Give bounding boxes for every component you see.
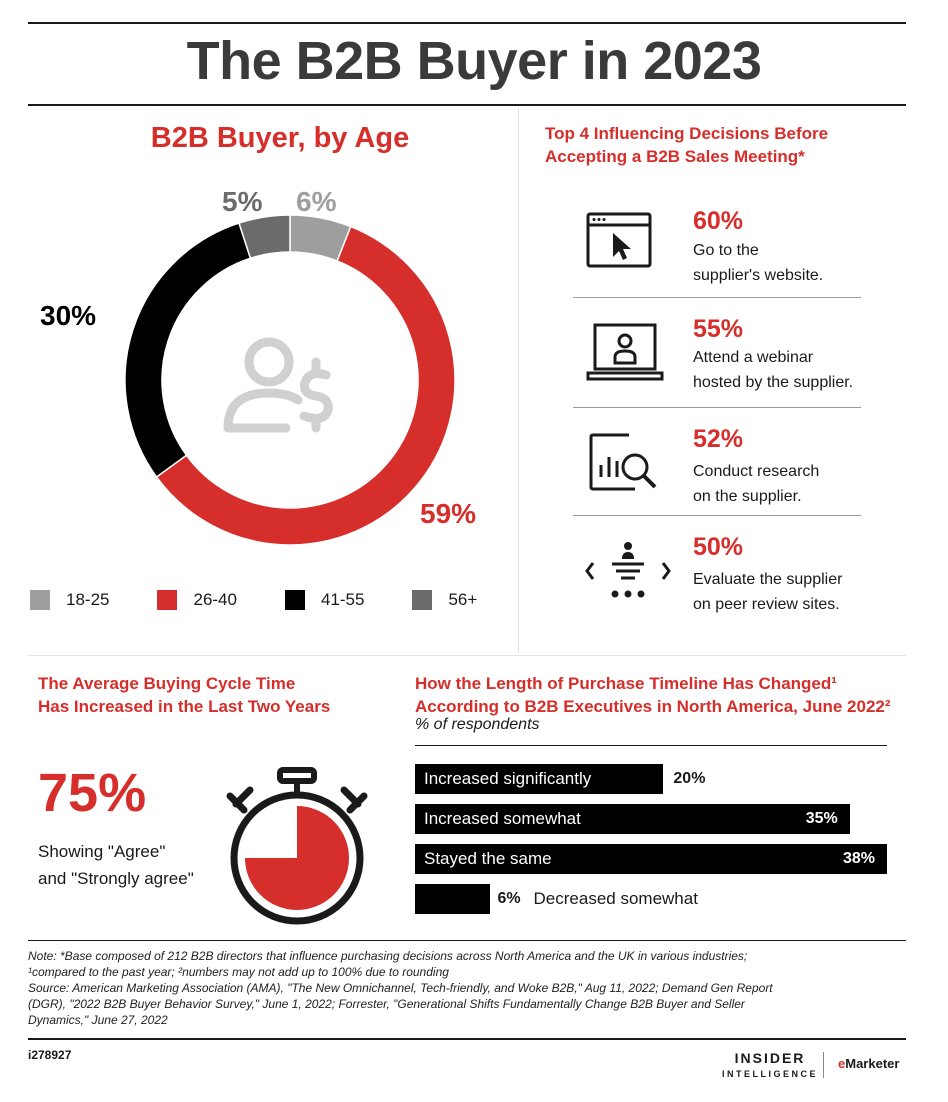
source-line2: (DGR), "2022 B2B Buyer Behavior Survey,"… <box>28 997 745 1011</box>
influence-text-line2: supplier's website. <box>693 267 824 284</box>
influence-item-research: 52% Conduct research on the supplier. <box>575 425 861 515</box>
legend-label: 41-55 <box>320 590 365 609</box>
age-legend: 18-25 26-40 41-55 56+ <box>30 590 525 610</box>
top-rule <box>28 22 906 24</box>
legend-item-26-40: 26-40 <box>157 590 237 610</box>
bar-decreased-somewhat <box>415 884 490 914</box>
influence-pct: 52% <box>693 425 744 453</box>
timeline-subtitle: % of respondents <box>415 716 540 733</box>
buying-cycle-title-line2: Has Increased in the Last Two Years <box>38 697 331 716</box>
influence-text-line2: on peer review sites. <box>693 596 840 613</box>
browser-cursor-icon <box>586 212 652 268</box>
page-title: The B2B Buyer in 2023 <box>186 31 762 91</box>
bar-stayed-the-same <box>415 844 887 874</box>
influence-text-line1: Attend a webinar <box>693 349 814 366</box>
top4-title: Top 4 Influencing Decisions Before Accep… <box>545 122 828 168</box>
title-underline <box>28 104 906 106</box>
bottom-rule <box>28 1038 906 1040</box>
bar-value-label: 38% <box>843 850 876 867</box>
legend-item-18-25: 18-25 <box>30 590 109 610</box>
timeline-title-line2: According to B2B Executives in North Ame… <box>415 697 891 716</box>
section-divider-vertical <box>518 108 519 653</box>
influence-item-peer-review: 50% Evaluate the supplier on peer review… <box>575 533 861 623</box>
buying-cycle-desc-line1: Showing "Agree" <box>38 842 166 861</box>
influence-text-line2: hosted by the supplier. <box>693 374 854 391</box>
donut-label-56plus: 5% <box>222 186 263 217</box>
brand2-rest: Marketer <box>845 1056 900 1071</box>
footnote: Note: *Base composed of 212 B2B director… <box>28 948 908 1028</box>
influence-pct: 50% <box>693 533 744 561</box>
influence-item-webinar: 55% Attend a webinar hosted by the suppl… <box>575 315 861 405</box>
donut-slice-56plus <box>238 214 291 260</box>
brand-line1: INSIDER <box>734 1050 806 1066</box>
footer-rule <box>28 940 906 941</box>
bar-increased-significantly <box>415 764 664 794</box>
separator <box>573 297 861 298</box>
brand-divider <box>823 1052 824 1078</box>
laptop-person-icon <box>586 323 664 381</box>
influence-item-website: 60% Go to the supplier's website. <box>575 205 861 295</box>
influence-text-line1: Evaluate the supplier <box>693 571 843 588</box>
source-line3: Dynamics," June 27, 2022 <box>28 1013 168 1027</box>
brand-line2: INTELLIGENCE <box>722 1069 819 1079</box>
bar-value-label: 6% <box>497 890 521 907</box>
note-line2: ¹compared to the past year; ²numbers may… <box>28 965 449 979</box>
legend-swatch <box>412 590 433 610</box>
buying-cycle-title-line1: The Average Buying Cycle Time <box>38 674 296 693</box>
bar-category-label: Stayed the same <box>424 849 552 868</box>
legend-label: 18-25 <box>66 590 110 609</box>
influence-pct: 55% <box>693 315 744 343</box>
source-line1: Source: American Marketing Association (… <box>28 981 773 995</box>
bar-increased-somewhat <box>415 804 850 834</box>
timeline-title: How the Length of Purchase Timeline Has … <box>415 672 891 718</box>
timeline-rule <box>415 745 887 746</box>
top4-title-line1: Top 4 Influencing Decisions Before <box>545 124 829 143</box>
influence-text: Go to the supplier's website. <box>693 238 883 288</box>
donut-label-41-55: 30% <box>40 300 97 331</box>
bar-category-label: Decreased somewhat <box>533 889 698 908</box>
person-dollar-icon <box>223 337 333 433</box>
age-chart-title: B2B Buyer, by Age <box>150 122 410 154</box>
influence-text-line1: Go to the <box>693 242 759 259</box>
legend-label: 56+ <box>448 590 478 609</box>
influence-text-line2: on the supplier. <box>693 488 802 505</box>
stopwatch-icon <box>226 767 368 925</box>
chart-magnifier-icon <box>589 433 657 491</box>
bar-value-label: 35% <box>805 810 838 827</box>
donut-slice-26-40 <box>155 225 456 546</box>
emarketer-logo: eMarketer <box>838 1056 899 1071</box>
influence-text-line1: Conduct research <box>693 463 820 480</box>
peer-review-icon <box>585 542 671 598</box>
legend-item-41-55: 41-55 <box>284 590 365 610</box>
donut-label-26-40: 59% <box>420 498 477 529</box>
age-donut-chart <box>124 214 456 546</box>
buying-cycle-title: The Average Buying Cycle Time Has Increa… <box>38 672 330 718</box>
top4-title-line2: Accepting a B2B Sales Meeting* <box>545 147 805 166</box>
influence-text: Evaluate the supplier on peer review sit… <box>693 567 883 617</box>
insider-intelligence-logo: INSIDER INTELLIGENCE <box>722 1050 818 1082</box>
legend-swatch <box>284 590 305 610</box>
legend-item-56plus: 56+ <box>412 590 477 610</box>
separator <box>573 515 861 516</box>
buying-cycle-desc-line2: and "Strongly agree" <box>38 869 194 888</box>
bar-value-label: 20% <box>673 770 706 787</box>
influence-pct: 60% <box>693 207 744 235</box>
note-line1: Note: *Base composed of 212 B2B director… <box>28 949 748 963</box>
separator <box>573 407 861 408</box>
influence-text: Attend a webinar hosted by the supplier. <box>693 345 883 395</box>
donut-label-18-25: 6% <box>296 186 337 217</box>
influence-text: Conduct research on the supplier. <box>693 459 883 509</box>
timeline-title-line1: How the Length of Purchase Timeline Has … <box>415 674 837 693</box>
bar-category-label: Increased somewhat <box>424 809 581 828</box>
legend-swatch <box>30 590 50 610</box>
brand2-e: e <box>838 1056 846 1071</box>
donut-slice-41-55 <box>124 222 252 479</box>
legend-label: 26-40 <box>193 590 237 609</box>
buying-cycle-value: 75% <box>38 763 147 823</box>
buying-cycle-desc: Showing "Agree" and "Strongly agree" <box>38 838 194 892</box>
chart-id: i278927 <box>28 1048 72 1062</box>
legend-swatch <box>157 590 178 610</box>
section-divider-horizontal <box>28 655 906 656</box>
bar-category-label: Increased significantly <box>424 769 592 788</box>
